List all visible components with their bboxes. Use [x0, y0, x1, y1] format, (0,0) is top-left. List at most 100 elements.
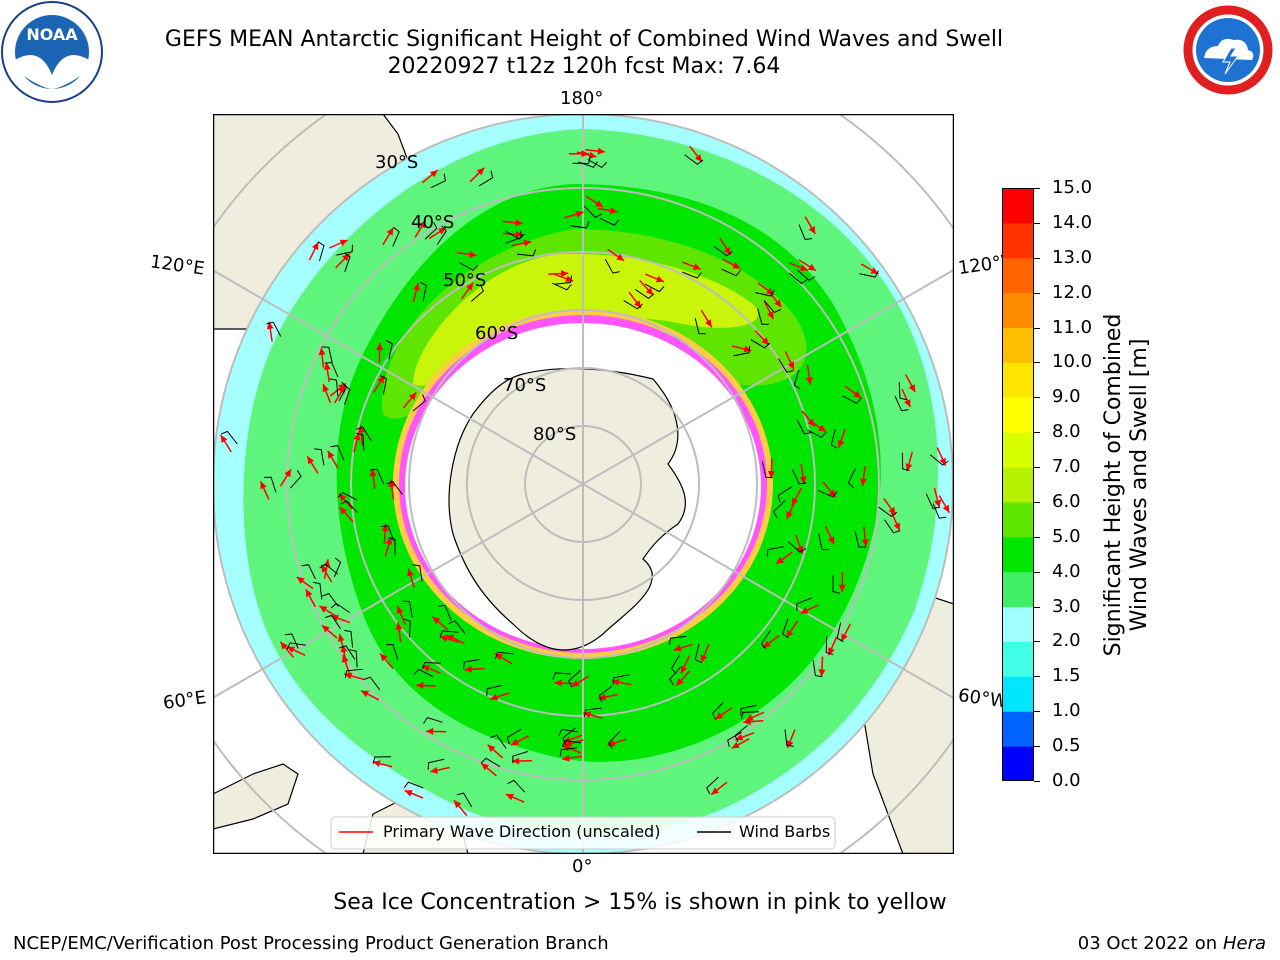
wind-barb — [854, 531, 866, 548]
wave-arrowhead — [934, 499, 941, 508]
wave-arrowhead — [942, 504, 950, 513]
colorbar-tick-mark — [1034, 362, 1040, 364]
wind-barb — [463, 658, 481, 669]
wave-arrowhead — [735, 734, 744, 741]
wind-barb — [340, 500, 358, 514]
colorbar-title-line2: Wind Waves and Swell [m] — [1127, 338, 1152, 632]
colorbar-tick-mark — [1034, 432, 1040, 434]
wind-barb — [842, 395, 862, 404]
lat-label-80s: 80°S — [533, 424, 576, 445]
colorbar-tick-label: 9.0 — [1052, 386, 1081, 408]
wind-barb — [635, 289, 655, 300]
colorbar-tick-mark — [1034, 571, 1040, 573]
wind-barb — [343, 252, 351, 272]
wind-barb — [623, 300, 643, 310]
wind-barb — [572, 156, 591, 165]
wind-barb — [684, 154, 704, 165]
wave-arrowhead — [562, 754, 570, 762]
wave-arrowhead — [397, 606, 404, 615]
wave-arrowhead — [512, 757, 520, 765]
wave-arrowhead — [888, 506, 896, 515]
colorbar-tick-mark — [1034, 292, 1040, 294]
wave-arrowhead — [395, 622, 403, 630]
wind-barb — [336, 244, 353, 256]
wave-arrowhead — [422, 665, 431, 672]
wind-barb — [286, 642, 306, 650]
wind-barb — [448, 620, 466, 634]
wave-arrowhead — [376, 342, 384, 351]
wind-barb — [413, 668, 434, 678]
wind-barb — [713, 245, 733, 257]
wind-barb — [512, 750, 529, 764]
wave-arrowhead — [454, 800, 462, 809]
wave-arrowhead — [322, 384, 330, 393]
wave-arrowhead — [561, 270, 569, 277]
wind-barb — [319, 563, 339, 575]
wind-barb — [583, 205, 602, 219]
wind-barb — [329, 378, 339, 397]
wave-arrowhead — [464, 665, 472, 673]
wave-arrowhead — [705, 319, 712, 328]
wind-barb — [932, 503, 947, 519]
wind-barb — [349, 649, 358, 668]
colorbar-swatch — [1002, 711, 1034, 747]
wave-arrowhead — [761, 337, 769, 345]
wave-arrowhead — [523, 239, 532, 247]
wave-arrowhead — [337, 634, 345, 642]
wave-arrowhead — [416, 682, 424, 689]
wave-arrowhead — [799, 476, 807, 484]
wind-barb — [559, 747, 578, 757]
run-stamp: 03 Oct 2022 on Hera — [1078, 933, 1266, 954]
colorbar-tick-label: 0.0 — [1052, 770, 1081, 791]
colorbar-tick-mark — [1034, 781, 1040, 782]
wind-barb — [836, 622, 844, 642]
wave-arrowhead — [429, 170, 438, 178]
wave-arrowhead — [818, 669, 826, 677]
colorbar-swatch — [1002, 676, 1034, 712]
wave-arrowhead — [327, 450, 335, 459]
wind-barb — [608, 731, 621, 750]
wind-barb — [777, 486, 792, 503]
lon-label-120e: 120°E — [148, 251, 206, 280]
colorbar-swatch — [1002, 536, 1034, 573]
wave-arrowhead — [693, 263, 701, 270]
colorbar-tick-label: 2.0 — [1052, 630, 1081, 652]
wind-barb — [773, 500, 786, 519]
colorbar-swatch — [1002, 571, 1034, 608]
wave-arrowhead — [476, 167, 485, 176]
wave-arrowhead — [676, 678, 684, 686]
wind-barb — [558, 728, 578, 737]
wind-barb — [314, 448, 325, 466]
run-stamp-host: Hera — [1222, 933, 1266, 954]
wind-barb — [322, 593, 339, 607]
wind-barb — [670, 654, 681, 674]
colorbar-tick-label: 10.0 — [1052, 351, 1093, 373]
wind-barb — [733, 345, 751, 357]
wave-arrowhead — [723, 246, 731, 255]
colorbar-swatch — [1002, 222, 1034, 259]
lat-label-70s: 70°S — [503, 375, 546, 396]
chart-title: GEFS MEAN Antarctic Significant Height o… — [164, 27, 1004, 52]
wind-barb — [884, 519, 901, 534]
wave-arrowhead — [338, 383, 346, 391]
wind-barb — [568, 669, 581, 688]
wind-barb — [757, 308, 769, 325]
wind-barb — [796, 419, 812, 435]
wind-barb — [403, 781, 424, 789]
wave-arrowhead — [386, 227, 394, 236]
colorbar-tick-label: 8.0 — [1052, 421, 1081, 443]
wind-barb — [486, 684, 503, 696]
colorbar-swatch — [1002, 327, 1034, 363]
wind-barb — [578, 161, 598, 168]
lat-label-30s: 30°S — [375, 152, 418, 173]
wave-arrowhead — [319, 606, 328, 613]
wave-arrowhead — [381, 523, 389, 532]
wind-barb — [878, 506, 898, 518]
wind-barb — [386, 480, 403, 495]
wave-arrowhead — [408, 392, 417, 401]
wave-arrowhead — [296, 577, 305, 584]
wind-barb — [344, 668, 363, 678]
wind-barb — [517, 249, 537, 257]
wave-arrowhead — [407, 568, 414, 577]
wave-arrowhead — [571, 680, 580, 687]
